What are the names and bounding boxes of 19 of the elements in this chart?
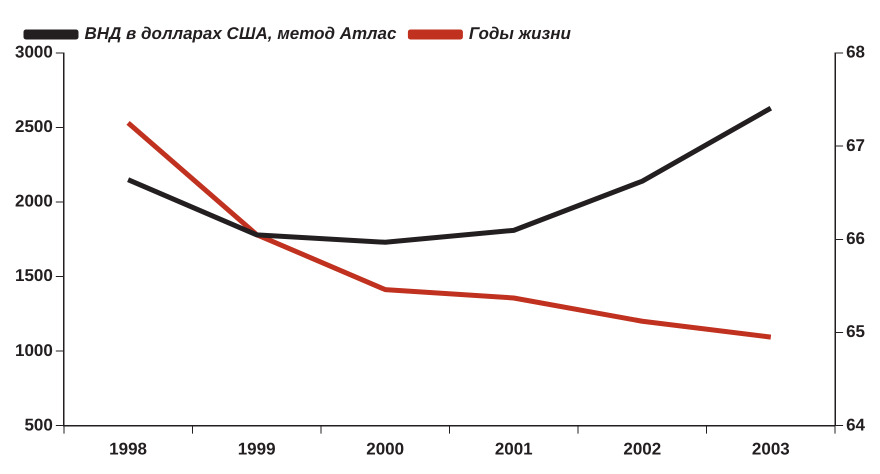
y2-tick-label: 67 [846,136,866,155]
y-tick-label: 1500 [14,266,53,286]
y2-tick-label: 68 [846,42,866,62]
x-tick-label: 2000 [366,439,404,458]
x-tick-label: 1999 [238,439,276,458]
y2-tick-label: 65 [846,322,866,342]
y-tick-label: 500 [24,415,53,434]
y-tick-label: 3000 [14,42,53,62]
x-tick-label: 2001 [494,439,533,458]
y2-tick-label: 64 [846,415,866,434]
y2-tick-label: 66 [846,228,866,248]
y-tick-label: 2000 [14,192,53,211]
x-tick-label: 1998 [109,439,148,458]
legend-label: ВНД в долларах США, метод Атлас [84,24,397,44]
x-tick-label: 2003 [752,439,790,458]
x-tick-label: 2002 [623,439,662,458]
y-tick-label: 1000 [14,340,53,360]
y-tick-label: 2500 [14,117,53,136]
legend-label: Годы жизни [468,24,572,44]
